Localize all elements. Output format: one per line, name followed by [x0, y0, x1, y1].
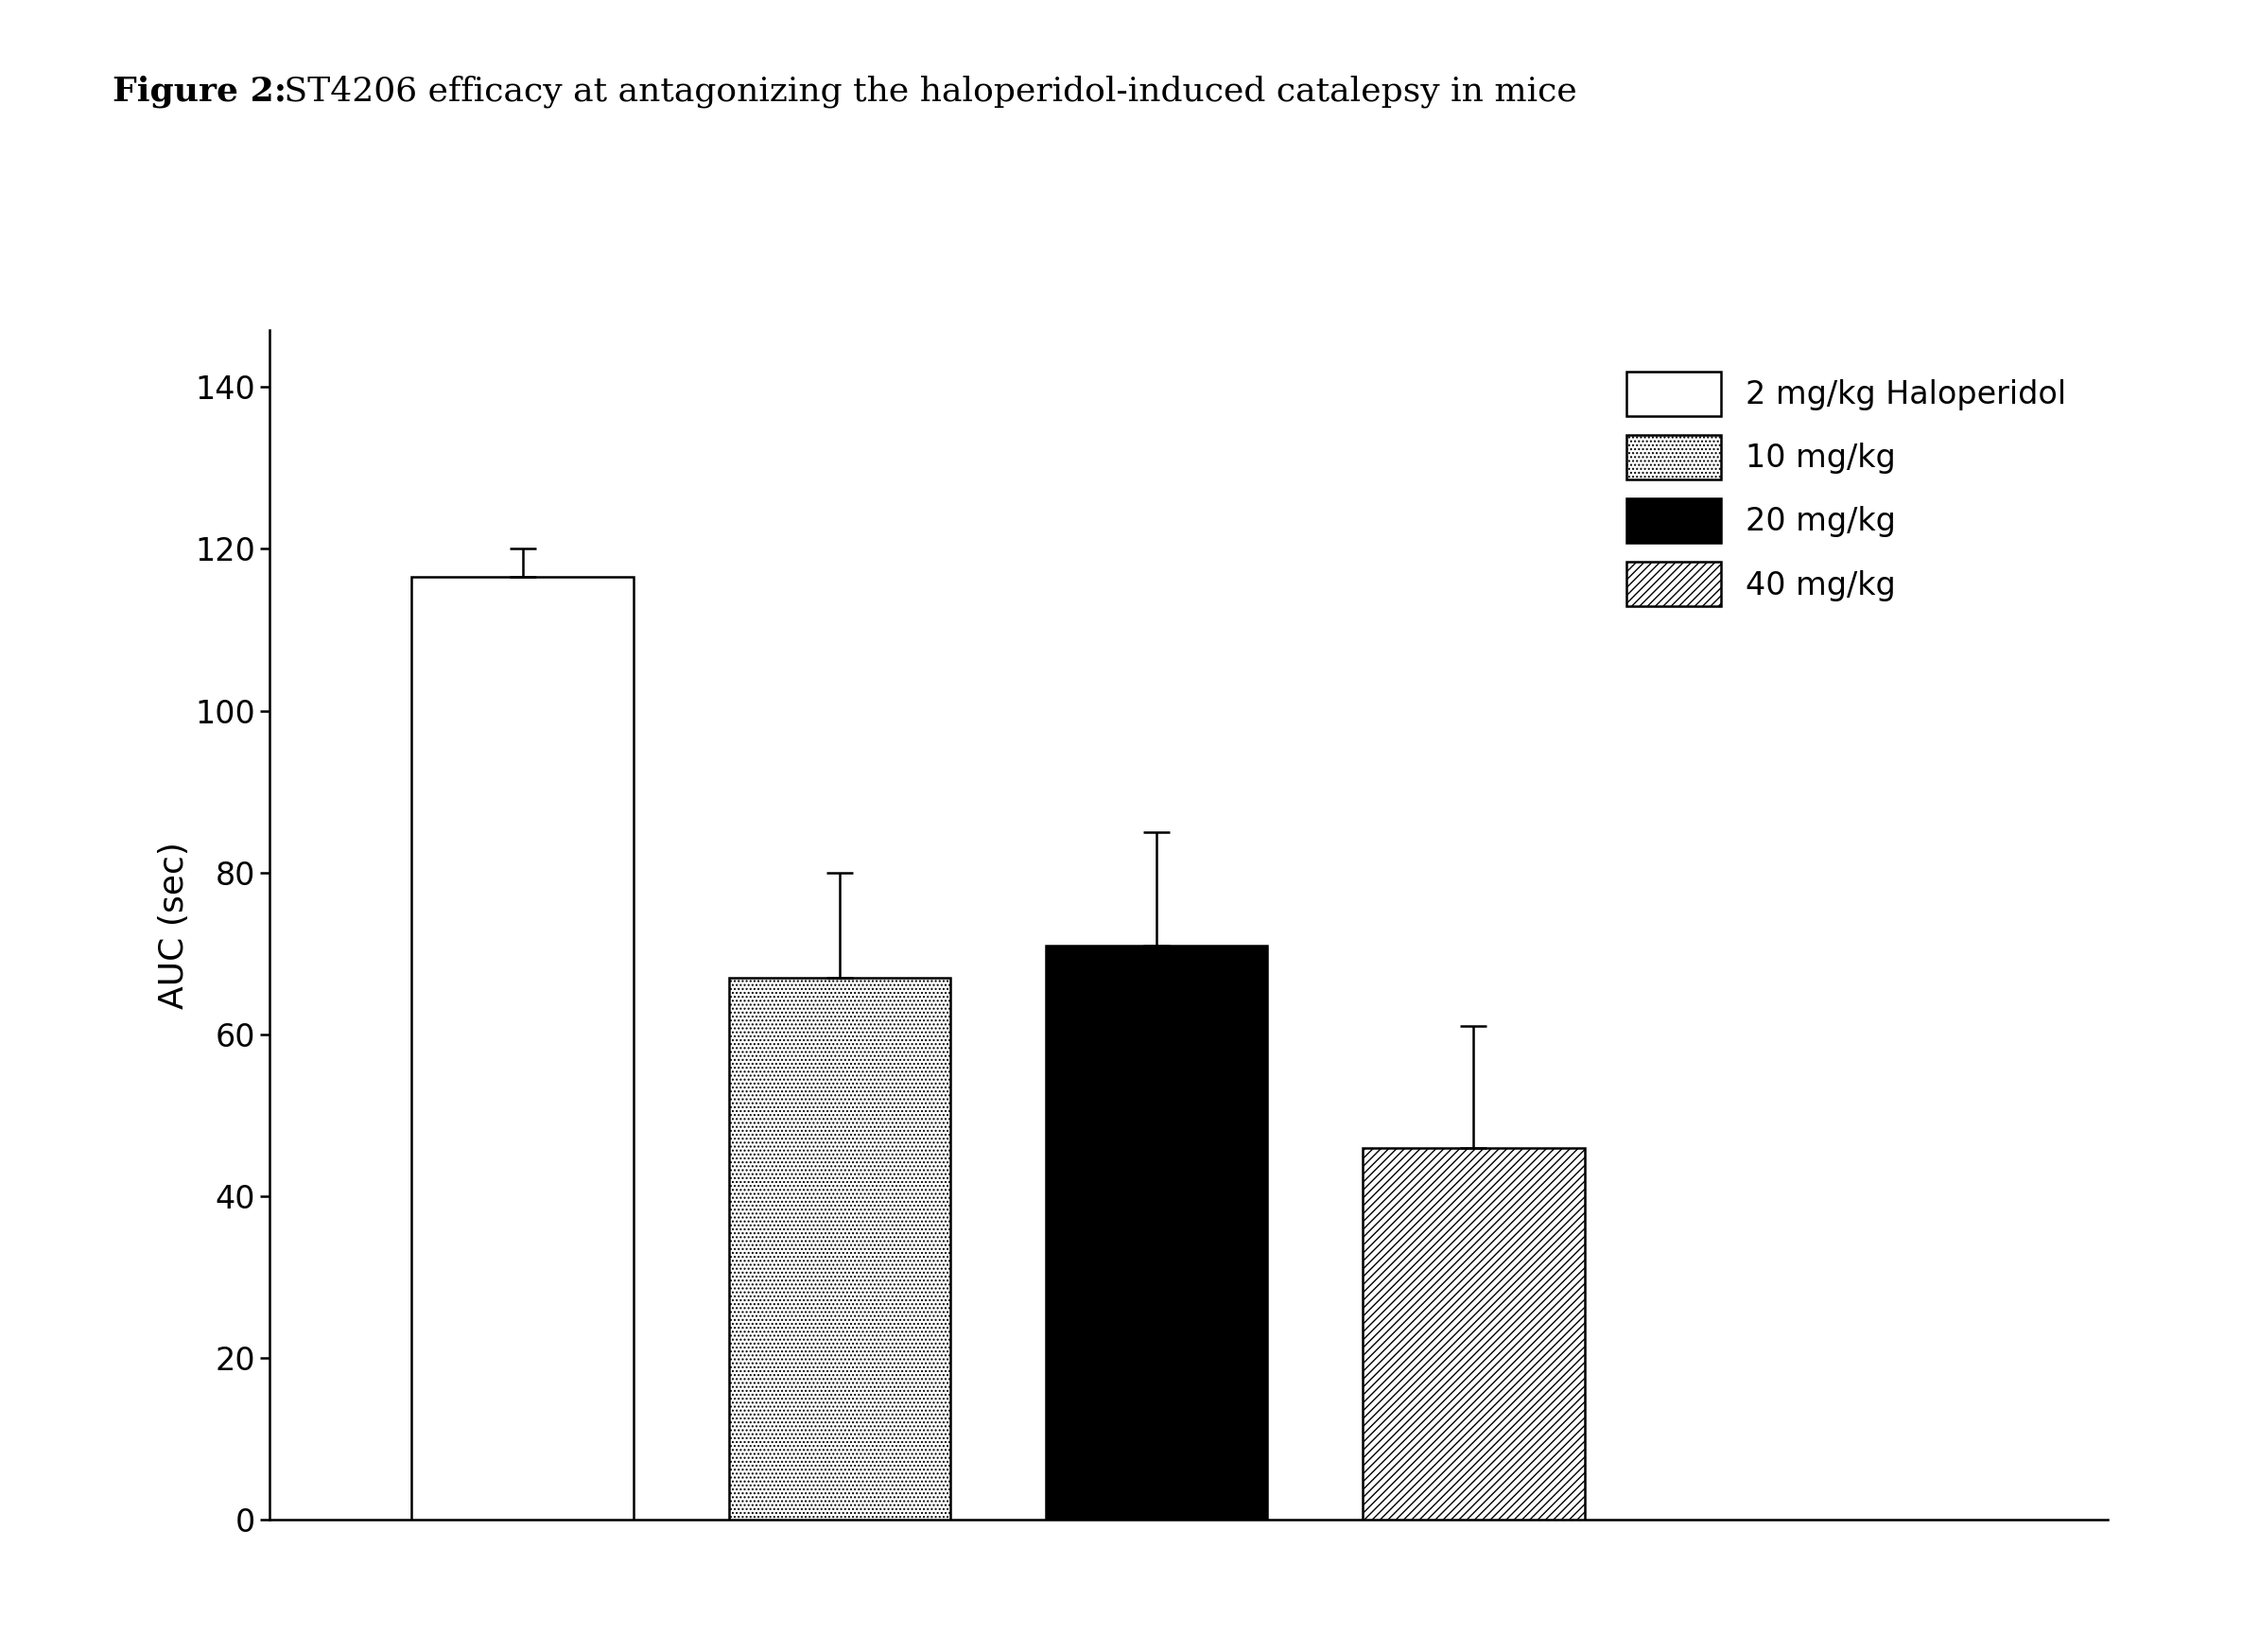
Bar — [413, 577, 634, 1520]
Text: ST4206 efficacy at antagonizing the haloperidol-induced catalepsy in mice: ST4206 efficacy at antagonizing the halo… — [274, 74, 1578, 107]
Y-axis label: AUC (sec): AUC (sec) — [157, 841, 191, 1009]
Legend: 2 mg/kg Haloperidol, 10 mg/kg, 20 mg/kg, 40 mg/kg: 2 mg/kg Haloperidol, 10 mg/kg, 20 mg/kg,… — [1601, 347, 2092, 631]
Bar — [1363, 1148, 1585, 1520]
Bar — [729, 978, 951, 1520]
Bar — [1045, 945, 1267, 1520]
Text: Figure 2:: Figure 2: — [112, 74, 287, 107]
